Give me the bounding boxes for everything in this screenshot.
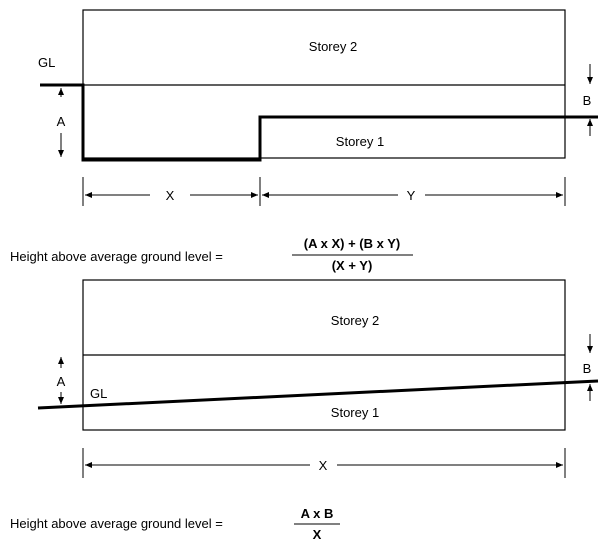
top-dim-x-label: X [166,188,175,203]
bottom-storey-1-label: Storey 1 [331,405,379,420]
formula-2: Height above average ground level = A x … [10,506,340,542]
top-diagram: Storey 2 Storey 1 GL A B X Y [38,9,598,206]
bottom-gl-label: GL [90,386,107,401]
formula-2-prefix: Height above average ground level = [10,516,223,531]
top-building-outline [82,9,566,159]
top-storey-1-label: Storey 1 [336,134,384,149]
top-dim-a-label: A [57,114,66,129]
formula-1-denominator: (X + Y) [332,258,373,273]
bottom-dim-a-label: A [57,374,66,389]
bottom-ground-slope [37,379,599,410]
bottom-storey-2-label: Storey 2 [331,313,379,328]
formula-2-numerator: A x B [301,506,334,521]
bottom-dim-b-label: B [583,361,592,376]
formula-1-prefix: Height above average ground level = [10,249,223,264]
top-ground-profile [40,83,598,162]
top-storey-2-label: Storey 2 [309,39,357,54]
formula-2-denominator: X [313,527,322,542]
bottom-dim-x-label: X [319,458,328,473]
formula-1: Height above average ground level = (A x… [10,236,413,273]
bottom-diagram: Storey 2 Storey 1 GL A B X [37,279,599,478]
top-dim-y-label: Y [407,188,416,203]
formula-1-numerator: (A x X) + (B x Y) [304,236,400,251]
top-dim-b-label: B [583,93,592,108]
top-gl-label: GL [38,55,55,70]
